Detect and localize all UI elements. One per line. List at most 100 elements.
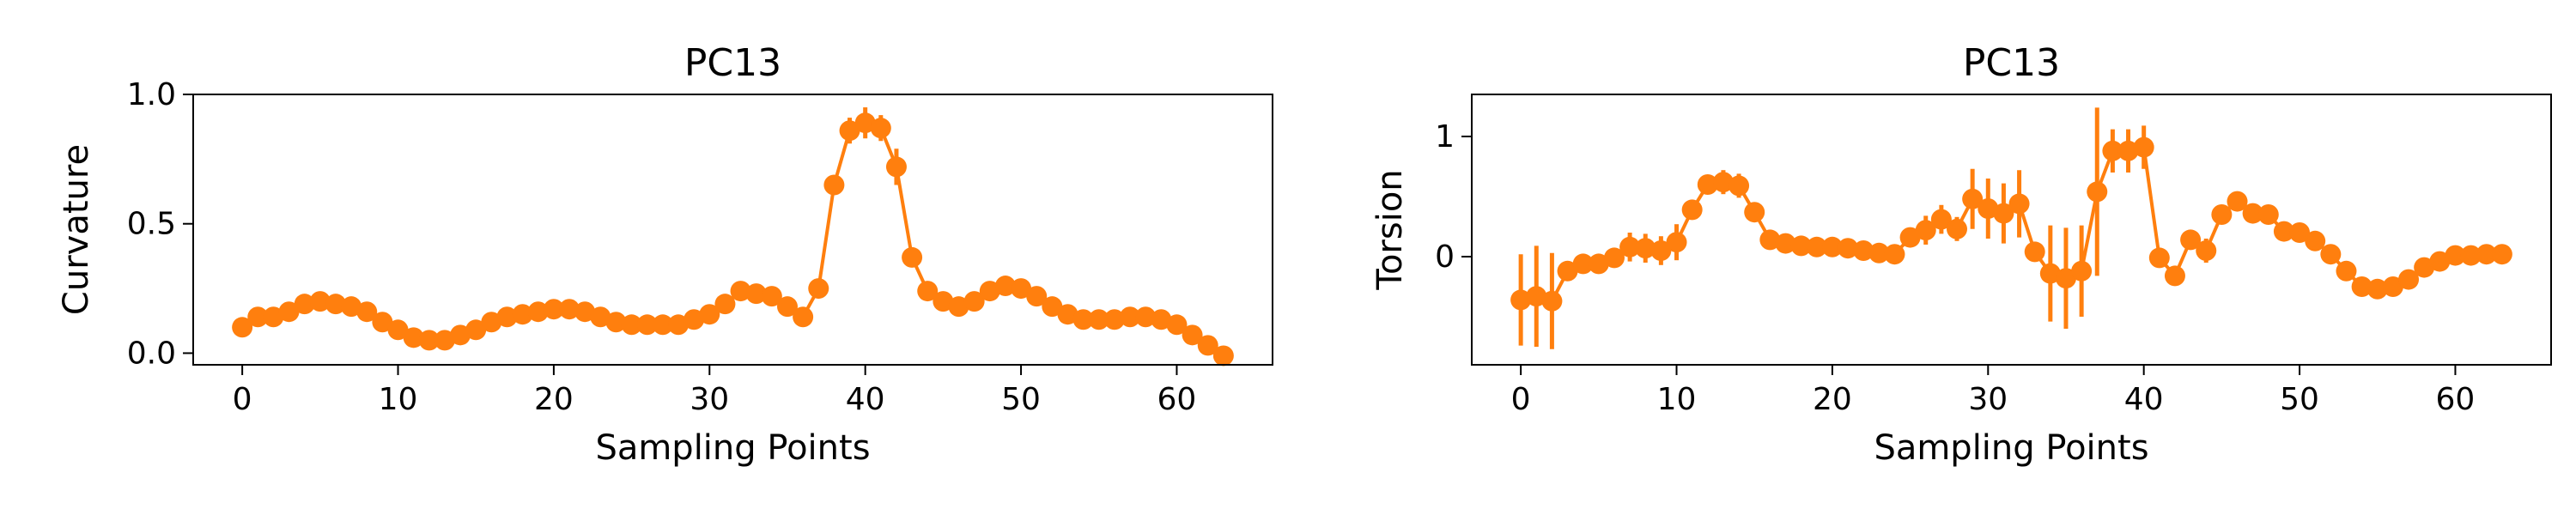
data-point <box>2382 276 2403 297</box>
data-point <box>1103 309 1125 330</box>
data-point <box>1541 290 1563 312</box>
data-point <box>776 296 798 318</box>
data-point <box>278 301 300 323</box>
data-point <box>418 330 440 351</box>
data-point <box>2445 245 2466 266</box>
x-tick-label: 40 <box>2124 382 2164 417</box>
data-point <box>1026 286 1048 307</box>
data-point <box>621 314 642 336</box>
data-point <box>963 291 985 312</box>
data-point <box>1728 175 1750 197</box>
data-point <box>2242 203 2263 224</box>
data-point <box>699 304 720 325</box>
data-point <box>761 286 782 307</box>
data-point <box>1947 218 1968 239</box>
axes-frame <box>1471 94 2552 366</box>
data-point <box>1151 309 1172 330</box>
data-point <box>247 306 269 328</box>
data-point <box>1962 188 1984 209</box>
data-point <box>823 174 845 196</box>
data-point <box>933 291 954 312</box>
series-1 <box>232 107 1234 367</box>
data-point <box>979 281 1000 302</box>
data-point <box>465 319 487 341</box>
data-point <box>1993 203 2014 224</box>
data-point <box>1759 229 1781 251</box>
data-point <box>683 309 705 330</box>
data-point <box>2133 136 2154 158</box>
data-point <box>1603 247 1625 269</box>
data-point <box>1088 309 1109 330</box>
data-point <box>2117 140 2139 161</box>
data-point <box>309 291 331 312</box>
data-point <box>263 306 284 328</box>
data-point <box>1557 260 1578 282</box>
chart-title: PC13 <box>684 41 781 85</box>
data-point <box>1884 244 1905 265</box>
data-point <box>1681 199 1703 221</box>
data-point <box>481 312 502 333</box>
x-tick-label: 30 <box>1968 382 2008 417</box>
data-point <box>2039 263 2061 284</box>
data-point <box>2289 222 2311 243</box>
data-point <box>2273 221 2294 242</box>
data-point <box>1899 227 1921 248</box>
data-point <box>1697 174 1718 195</box>
data-point <box>2476 244 2497 265</box>
data-point <box>1166 314 1188 336</box>
data-point <box>1572 253 1594 275</box>
data-point <box>2024 241 2045 263</box>
data-point <box>294 294 315 315</box>
data-point <box>1806 236 1827 258</box>
data-point <box>917 281 939 302</box>
data-point <box>652 314 673 336</box>
data-point <box>2336 260 2357 282</box>
data-point <box>1744 202 1765 223</box>
data-point <box>2414 257 2435 278</box>
data-point <box>2008 193 2030 215</box>
data-point <box>1712 172 1734 193</box>
data-point <box>1930 209 1952 230</box>
data-point <box>450 324 471 346</box>
data-point <box>902 246 923 268</box>
data-point <box>1042 296 1063 318</box>
x-tick-label: 60 <box>1157 382 1197 417</box>
data-point <box>605 312 627 333</box>
data-point <box>1057 304 1078 325</box>
data-point <box>1135 306 1157 328</box>
data-point <box>1790 235 1812 257</box>
data-point <box>730 281 751 302</box>
data-point <box>2196 240 2217 261</box>
data-point <box>636 314 658 336</box>
data-point <box>2366 278 2388 300</box>
data-point <box>387 319 409 341</box>
data-point <box>2257 204 2279 225</box>
x-tick-label: 50 <box>1001 382 1041 417</box>
x-tick-label: 10 <box>379 382 418 417</box>
y-tick-label: 1.0 <box>127 77 176 112</box>
data-point <box>232 317 253 338</box>
data-point <box>2305 230 2326 251</box>
x-tick-label: 0 <box>233 382 252 417</box>
data-point <box>2055 268 2076 289</box>
data-point <box>403 327 424 348</box>
data-point <box>559 299 580 320</box>
y-tick-label: 1 <box>1435 119 1455 154</box>
data-point <box>1526 286 1547 307</box>
data-point <box>2102 140 2123 161</box>
data-point <box>341 296 362 318</box>
data-point <box>2320 244 2342 265</box>
data-point <box>1915 220 1936 241</box>
data-point <box>870 118 891 139</box>
data-point <box>1120 306 1141 328</box>
data-point <box>1197 335 1218 356</box>
x-axis-label: Sampling Points <box>1874 428 2148 468</box>
data-point <box>1853 240 1874 261</box>
y-tick-label: 0.5 <box>127 207 176 242</box>
data-point <box>2227 191 2248 212</box>
data-point <box>854 112 876 134</box>
x-tick-label: 20 <box>534 382 574 417</box>
data-point <box>434 330 455 351</box>
data-point <box>2087 181 2108 203</box>
data-point <box>839 120 860 142</box>
